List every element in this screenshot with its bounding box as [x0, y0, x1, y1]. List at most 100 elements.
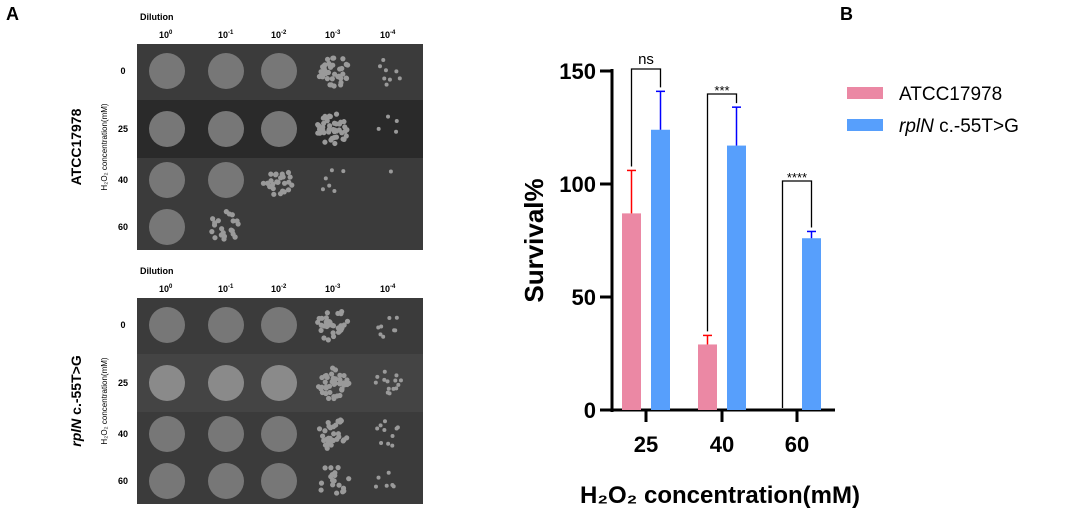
colony [325, 441, 331, 447]
colony [383, 68, 388, 73]
colony [373, 380, 378, 385]
colony [328, 82, 334, 88]
colony [270, 181, 276, 187]
colony [394, 373, 399, 378]
colony [343, 75, 350, 81]
colony [323, 390, 329, 397]
colony [264, 180, 271, 186]
concentration-60: 60 [118, 222, 128, 232]
colony [322, 139, 328, 145]
legend-label-0: ATCC17978 [899, 84, 1002, 105]
colony [342, 128, 348, 134]
colony [340, 489, 346, 495]
colony [319, 374, 325, 381]
bacterial-spot [208, 162, 244, 198]
colony [330, 333, 337, 340]
colony [385, 390, 390, 395]
colony [285, 169, 292, 176]
bacterial-spot [261, 365, 297, 401]
x-tick-label: 40 [710, 432, 734, 457]
colony [375, 374, 380, 379]
colony [315, 130, 321, 136]
colony [381, 334, 386, 339]
h2o2-axis-label: H₂O₂ concentration(mM) [100, 103, 109, 190]
colony [322, 428, 328, 434]
bacterial-spot [208, 53, 244, 89]
colony [376, 475, 381, 480]
colony [330, 62, 336, 68]
dilution-0: 100 [159, 284, 173, 294]
colony [385, 379, 390, 384]
significance-label: **** [787, 170, 807, 185]
colony [322, 62, 328, 68]
colony [334, 490, 340, 496]
concentration-0: 0 [120, 66, 125, 76]
significance-bracket [630, 68, 662, 167]
colony [278, 175, 284, 181]
colony [329, 472, 335, 478]
dilution-4: 10-4 [380, 30, 396, 40]
colony [339, 65, 345, 72]
colony [230, 231, 236, 237]
bacterial-spot [261, 53, 297, 89]
colony [337, 392, 343, 399]
colony [277, 191, 284, 197]
dilution-0: 100 [159, 30, 173, 40]
colony [285, 187, 292, 193]
colony [342, 124, 348, 130]
bacterial-spot [149, 53, 185, 89]
panel-label-b: B [840, 4, 853, 24]
colony [327, 435, 333, 441]
bacterial-spot [149, 162, 185, 198]
colony [325, 69, 332, 76]
colony [268, 171, 274, 177]
dilution-3: 10-3 [325, 30, 341, 40]
colony [281, 180, 288, 186]
significance-label: *** [714, 83, 729, 98]
colony [331, 120, 338, 126]
colony [329, 168, 334, 173]
colony [327, 389, 333, 396]
y-tick-label: 100 [559, 172, 596, 197]
colony [335, 465, 341, 471]
colony [330, 365, 336, 371]
panel-label-a: A [6, 4, 19, 24]
colony [335, 329, 342, 335]
colony [378, 423, 383, 428]
concentration-25: 25 [118, 378, 128, 388]
colony [340, 71, 346, 77]
spot-assay-panel-1: Dilution 100 10-1 10-2 10-3 10-4 0 25 40 60 H₂O₂ c… [68, 266, 423, 504]
colony [386, 386, 391, 391]
colony [235, 221, 241, 227]
colony [346, 476, 352, 482]
h2o2-axis-label: H₂O₂ concentration(mM) [100, 357, 109, 444]
colony [382, 419, 387, 424]
dilution-2: 10-2 [271, 30, 287, 40]
colony [332, 189, 337, 194]
colony [215, 218, 221, 224]
concentration-40: 40 [118, 175, 128, 185]
colony [322, 379, 328, 385]
bar-1-25 [651, 129, 670, 410]
colony [341, 372, 347, 379]
colony [386, 441, 391, 446]
colony [327, 183, 332, 188]
colony [324, 118, 330, 124]
colony [390, 434, 395, 439]
bacterial-spot [208, 463, 244, 499]
bacterial-spot [261, 416, 297, 452]
colony [341, 437, 347, 443]
bar-chart: 0 50 100 150 Survival% H₂O₂ concentration(mM)… [519, 51, 1019, 509]
colony [394, 315, 399, 320]
bar-1-40 [727, 145, 746, 410]
colony [341, 136, 347, 142]
colony [331, 431, 337, 437]
colony [325, 420, 331, 426]
colony [287, 174, 293, 180]
colony [336, 482, 342, 488]
colony [320, 187, 325, 192]
colony [341, 169, 346, 174]
colony [223, 209, 229, 215]
